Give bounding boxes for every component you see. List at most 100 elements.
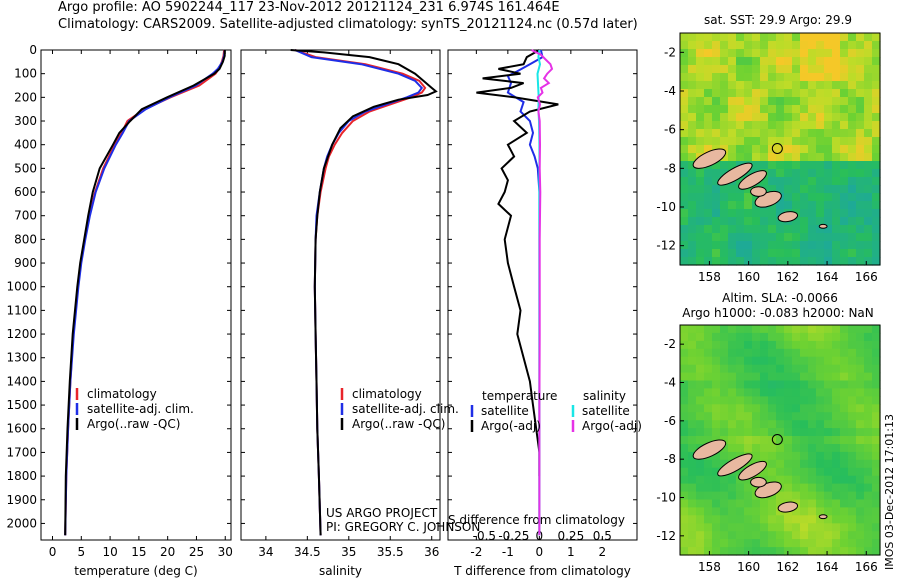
- heatmap-cell: [688, 547, 697, 556]
- heatmap-cell: [872, 356, 881, 366]
- heatmap-cell: [872, 491, 881, 501]
- heatmap-cell: [744, 137, 753, 146]
- heatmap-cell: [808, 185, 817, 194]
- heatmap-cell: [800, 412, 809, 421]
- heatmap-cell: [872, 65, 881, 74]
- heatmap-cell: [720, 33, 729, 42]
- map-y-tick-label: -6: [664, 414, 676, 428]
- heatmap-cell: [760, 388, 769, 397]
- heatmap-cell: [840, 420, 849, 429]
- heatmap-cell: [792, 73, 801, 82]
- depth-tick-label: 500: [14, 161, 37, 175]
- heatmap-cell: [824, 153, 833, 162]
- heatmap-cell: [816, 436, 825, 445]
- heatmap-cell: [696, 420, 705, 429]
- heatmap-cell: [816, 396, 825, 405]
- heatmap-cell: [784, 467, 793, 477]
- heatmap-cell: [760, 257, 769, 266]
- heatmap-cell: [728, 257, 737, 266]
- heatmap-cell: [688, 523, 697, 532]
- heatmap-cell: [752, 515, 761, 524]
- heatmap-cell: [832, 491, 841, 501]
- heatmap-cell: [848, 153, 857, 162]
- depth-tick-label: 1200: [6, 327, 37, 341]
- heatmap-cell: [856, 388, 865, 397]
- heatmap-cell: [776, 372, 785, 382]
- heatmap-cell: [864, 185, 873, 194]
- heatmap-cell: [752, 153, 761, 162]
- heatmap-cell: [872, 459, 881, 469]
- heatmap-cell: [856, 161, 865, 170]
- heatmap-cell: [744, 233, 753, 242]
- heatmap-cell: [680, 420, 689, 429]
- heatmap-cell: [696, 185, 705, 194]
- heatmap-cell: [728, 81, 737, 90]
- heatmap-cell: [696, 225, 705, 234]
- heatmap-cell: [712, 137, 721, 146]
- heatmap-cell: [848, 113, 857, 122]
- heatmap-cell: [696, 523, 705, 532]
- heatmap-cell: [848, 89, 857, 98]
- heatmap-cell: [832, 257, 841, 266]
- x-tick-label-secondary: 0.5: [593, 529, 612, 543]
- heatmap-cell: [848, 257, 857, 266]
- heatmap-cell: [800, 217, 809, 226]
- heatmap-cell: [816, 185, 825, 194]
- heatmap-cell: [848, 404, 857, 413]
- heatmap-cell: [760, 531, 769, 540]
- heatmap-cell: [712, 209, 721, 218]
- heatmap-cell: [792, 340, 801, 350]
- heatmap-cell: [808, 153, 817, 162]
- heatmap-cell: [720, 129, 729, 138]
- depth-tick-label: 1800: [6, 469, 37, 483]
- heatmap-cell: [760, 499, 769, 508]
- heatmap-cell: [776, 233, 785, 242]
- map-y-tick-label: -12: [656, 239, 676, 253]
- heatmap-cell: [824, 436, 833, 445]
- heatmap-cell: [808, 57, 817, 66]
- heatmap-cell: [704, 428, 713, 437]
- heatmap-cell: [776, 169, 785, 178]
- heatmap-cell: [688, 201, 697, 210]
- heatmap-cell: [776, 65, 785, 74]
- heatmap-cell: [736, 57, 745, 66]
- heatmap-cell: [776, 475, 785, 485]
- heatmap-cell: [760, 225, 769, 234]
- heatmap-cell: [688, 145, 697, 154]
- heatmap-cell: [744, 459, 753, 469]
- heatmap-cell: [760, 65, 769, 74]
- heatmap-cell: [824, 89, 833, 98]
- heatmap-cell: [680, 81, 689, 90]
- heatmap-cell: [784, 89, 793, 98]
- heatmap-cell: [872, 467, 881, 477]
- heatmap-cell: [752, 404, 761, 413]
- heatmap-cell: [680, 209, 689, 218]
- heatmap-cell: [752, 57, 761, 66]
- heatmap-cell: [768, 523, 777, 532]
- heatmap-cell: [808, 105, 817, 114]
- heatmap-cell: [832, 225, 841, 234]
- heatmap-cell: [824, 459, 833, 469]
- heatmap-cell: [688, 428, 697, 437]
- heatmap-cell: [736, 65, 745, 74]
- heatmap-cell: [744, 483, 753, 493]
- island-shape: [717, 453, 753, 477]
- heatmap-cell: [768, 185, 777, 194]
- heatmap-cell: [816, 217, 825, 226]
- heatmap-cell: [856, 193, 865, 202]
- heatmap-cell: [840, 177, 849, 186]
- island-shape: [717, 162, 753, 186]
- x-tick-label: 35: [341, 545, 356, 559]
- heatmap-cell: [696, 57, 705, 66]
- heatmap-cell: [728, 41, 737, 50]
- heatmap-cell: [848, 73, 857, 82]
- heatmap-cell: [704, 97, 713, 106]
- heatmap-cell: [768, 105, 777, 114]
- heatmap-cell: [808, 436, 817, 445]
- heatmap-cell: [832, 467, 841, 477]
- heatmap-cell: [792, 412, 801, 421]
- heatmap-cell: [808, 467, 817, 477]
- depth-tick-label: 1700: [6, 445, 37, 459]
- heatmap-cell: [784, 49, 793, 58]
- heatmap-cell: [800, 137, 809, 146]
